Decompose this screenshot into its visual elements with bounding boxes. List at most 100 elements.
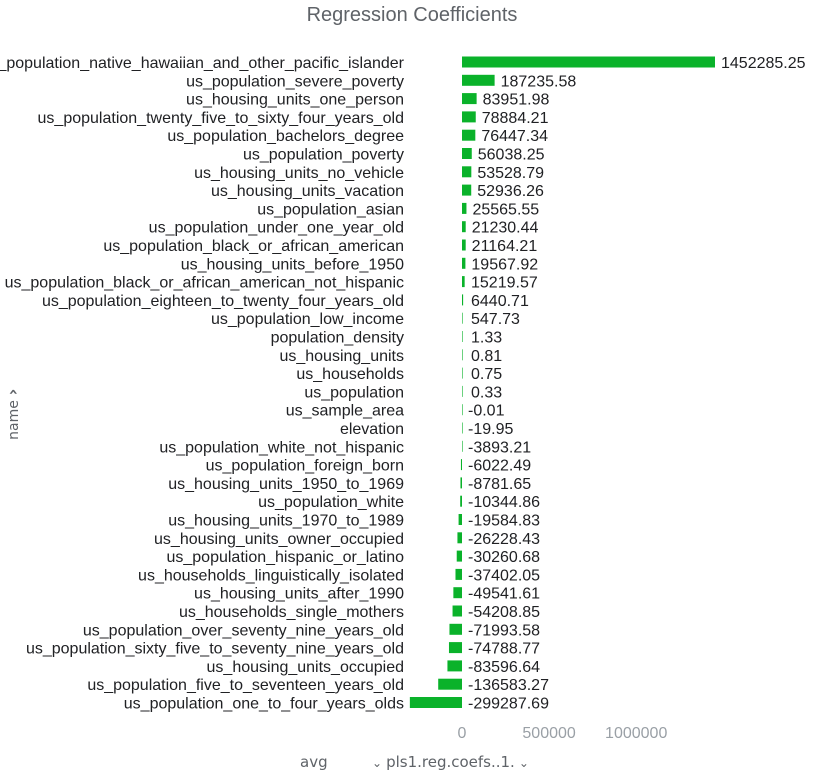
value-label: 53528.79 [477, 165, 544, 182]
value-label: -74788.77 [468, 641, 540, 658]
category-label: us_population_hispanic_or_latino [166, 549, 404, 566]
y-axis-field-control[interactable]: name › [3, 389, 22, 440]
category-label: us_households [296, 366, 404, 383]
bar [453, 587, 462, 599]
bar [458, 514, 462, 525]
bar [456, 550, 462, 562]
value-label: -6022.49 [468, 458, 531, 475]
bar [438, 678, 462, 690]
value-label: 187235.58 [501, 73, 577, 90]
value-label: -10344.86 [468, 494, 540, 511]
bar [462, 440, 463, 452]
category-label: us_households_linguistically_isolated [138, 567, 404, 584]
value-label: 25565.55 [472, 201, 539, 218]
category-label: us_housing_units_occupied [207, 659, 404, 676]
bar [462, 93, 477, 105]
x-tick-label: 0 [458, 725, 467, 742]
value-label: -71993.58 [468, 622, 540, 639]
value-label: -8781.65 [468, 476, 531, 493]
bar [462, 74, 495, 86]
value-label: 1.33 [471, 330, 502, 347]
value-label: 0.75 [471, 366, 502, 383]
value-label: -19.95 [468, 421, 513, 438]
bar [462, 239, 466, 251]
category-label: us_population_poverty [243, 147, 404, 164]
value-label: 56038.25 [478, 147, 545, 164]
bars-group [409, 56, 715, 708]
category-label: us_housing_units_1950_to_1969 [168, 476, 404, 493]
value-label: 19567.92 [471, 256, 538, 273]
bar [462, 221, 466, 233]
value-label: 547.73 [471, 311, 520, 328]
category-label: us_population_asian [257, 201, 404, 218]
bar [447, 660, 462, 672]
bar [462, 184, 472, 196]
x-axis-ticks-group: 0 500000 1000000 [458, 725, 668, 742]
bar [462, 422, 463, 434]
bar [462, 312, 463, 324]
category-label: us_population_twenty_five_to_sixty_four_… [38, 110, 404, 127]
value-label: -83596.64 [468, 659, 540, 676]
value-label: -299287.69 [468, 696, 549, 713]
value-field-select[interactable]: ⌄ pls1.reg.coefs..1. ⌄ [372, 753, 529, 771]
category-label: us_population_eighteen_to_twenty_four_ye… [42, 293, 404, 310]
value-label: -26228.43 [468, 531, 540, 548]
bar [457, 532, 462, 544]
bar [462, 257, 466, 269]
chevron-down-icon: ⌄ [518, 756, 529, 770]
category-label: us_housing_units_one_person [186, 92, 404, 109]
category-label: us_population_severe_poverty [186, 73, 404, 90]
category-label: us_population_low_income [211, 311, 404, 328]
value-label: 6440.71 [471, 293, 529, 310]
bar [462, 367, 463, 379]
chart-title: Regression Coefficients [307, 4, 518, 26]
x-tick-label: 500000 [522, 725, 575, 742]
bar [462, 404, 463, 416]
bar [462, 166, 472, 178]
x-tick-label: 1000000 [605, 725, 667, 742]
bar [462, 129, 476, 141]
value-label: -49541.61 [468, 586, 540, 603]
value-label: -37402.05 [468, 567, 540, 584]
bar [409, 697, 462, 708]
category-label: us_population_black_or_african_american [103, 238, 404, 255]
y-axis-label: name [6, 400, 22, 440]
category-label: elevation [340, 421, 404, 438]
category-label: us_housing_units [279, 348, 404, 365]
category-label: us_housing_units_after_1990 [194, 586, 404, 603]
value-label: 0.81 [471, 348, 502, 365]
category-label: us_population_white_not_hispanic [159, 439, 404, 456]
y-axis-chevron-icon: › [3, 389, 22, 396]
category-label: us_population_native_hawaiian_and_other_… [0, 55, 405, 72]
bar [462, 331, 463, 342]
bar [460, 495, 462, 507]
value-label: 21164.21 [472, 238, 538, 255]
category-label: us_housing_units_owner_occupied [154, 531, 404, 548]
bar [462, 148, 472, 159]
category-label: population_density [271, 330, 404, 347]
value-label: -3893.21 [468, 439, 531, 456]
category-label: us_population_under_one_year_old [149, 220, 404, 237]
bar [448, 642, 462, 654]
value-label: 78884.21 [482, 110, 549, 127]
category-label: us_population_over_seventy_nine_years_ol… [83, 622, 404, 639]
category-label: us_sample_area [286, 403, 404, 420]
bar [460, 477, 462, 489]
value-label: 1452285.25 [721, 55, 806, 72]
value-label: 21230.44 [472, 220, 539, 237]
bar [462, 385, 463, 397]
value-label: -30260.68 [468, 549, 540, 566]
value-label: -19584.83 [468, 513, 540, 530]
bar [452, 605, 462, 617]
bar [462, 56, 715, 68]
value-label: 0.33 [471, 384, 502, 401]
category-label: us_population_sixty_five_to_seventy_nine… [26, 641, 404, 658]
bar [449, 623, 462, 635]
value-labels-group: 1452285.25 187235.58 83951.9878884.2176447… [468, 55, 806, 713]
value-field-select-label: pls1.reg.coefs..1. [386, 753, 515, 771]
category-label: us_population_foreign_born [206, 458, 404, 475]
bar [455, 568, 462, 580]
value-label: 83951.98 [483, 92, 550, 109]
value-label: -54208.85 [468, 604, 540, 621]
bar [462, 349, 463, 361]
